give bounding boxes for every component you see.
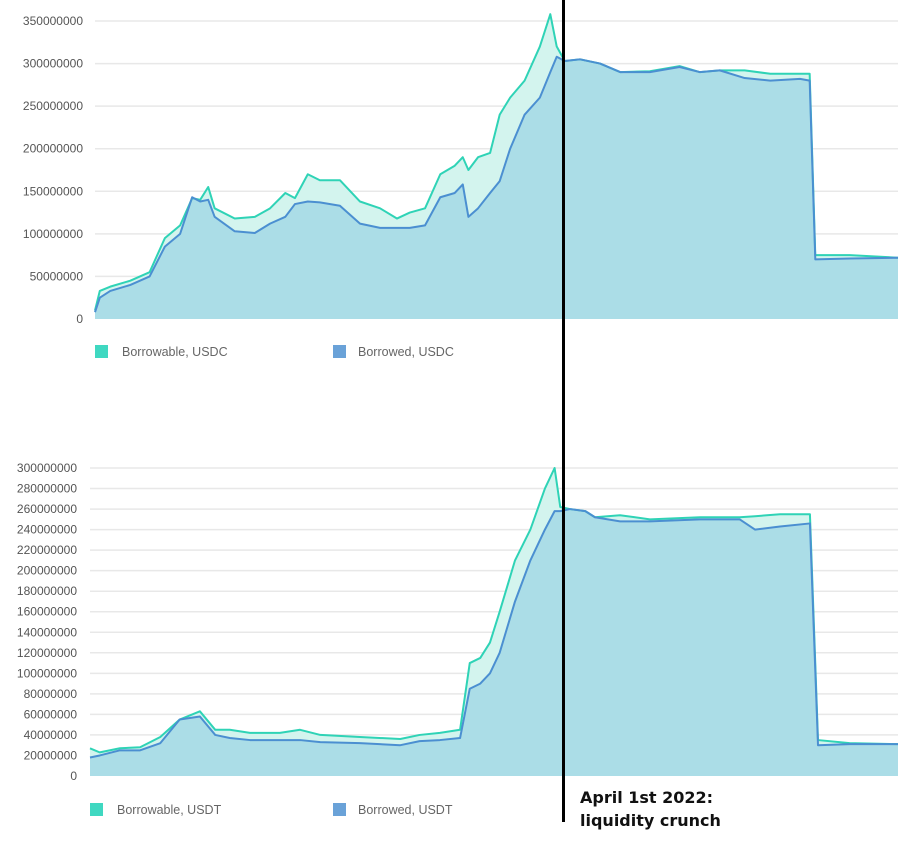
line-borrowable (89, 467, 899, 754)
y-tick-label: 300000000 (23, 57, 83, 71)
legend-swatch-borrowable (90, 803, 103, 816)
annotation-line2: liquidity crunch (580, 811, 721, 830)
y-tick-label: 350000000 (23, 14, 83, 28)
legend-label-borrowed: Borrowed, USDT (358, 803, 453, 817)
y-tick-label: 150000000 (23, 184, 83, 198)
chart-2: 0 20000000 40000000 60000000 80000000 1000000… (17, 461, 899, 817)
y-tick-label: 200000000 (17, 564, 77, 578)
y-tick-label: 200000000 (23, 142, 83, 156)
y-tick-label: 180000000 (17, 584, 77, 598)
line-borrowed (94, 55, 899, 313)
annotation-label: April 1st 2022: liquidity crunch (580, 786, 721, 832)
y-tick-label: 300000000 (17, 461, 77, 475)
y-tick-label: 40000000 (24, 728, 78, 742)
legend-label-borrowable: Borrowable, USDT (117, 803, 222, 817)
y-tick-label: 240000000 (17, 523, 77, 537)
legend-label-borrowed: Borrowed, USDC (358, 345, 454, 359)
area-borrowed (95, 56, 898, 319)
y-tick-label: 260000000 (17, 502, 77, 516)
legend-swatch-borrowed (333, 345, 346, 358)
annotation-line (562, 0, 565, 822)
annotation-line1: April 1st 2022: (580, 788, 714, 807)
legend-label-borrowable: Borrowable, USDC (122, 345, 228, 359)
y-tick-label: 0 (76, 312, 83, 326)
area-borrowed (90, 509, 898, 776)
y-tick-label: 0 (70, 769, 77, 783)
y-tick-label: 20000000 (24, 748, 78, 762)
y-tick-label: 50000000 (30, 269, 84, 283)
y-tick-label: 60000000 (24, 707, 78, 721)
y-tick-label: 280000000 (17, 482, 77, 496)
legend-swatch-borrowable (95, 345, 108, 358)
y-tick-label: 80000000 (24, 687, 78, 701)
y-tick-label: 140000000 (17, 625, 77, 639)
legend-swatch-borrowed (333, 803, 346, 816)
line-borrowed (89, 508, 898, 759)
y-tick-label: 220000000 (17, 543, 77, 557)
y-tick-label: 100000000 (23, 227, 83, 241)
y-tick-label: 120000000 (17, 646, 77, 660)
chart-1: 0 50000000 100000000 150000000 200000000 2500… (23, 13, 899, 359)
y-tick-label: 160000000 (17, 605, 77, 619)
y-tick-label: 100000000 (17, 666, 77, 680)
y-tick-label: 250000000 (23, 99, 83, 113)
